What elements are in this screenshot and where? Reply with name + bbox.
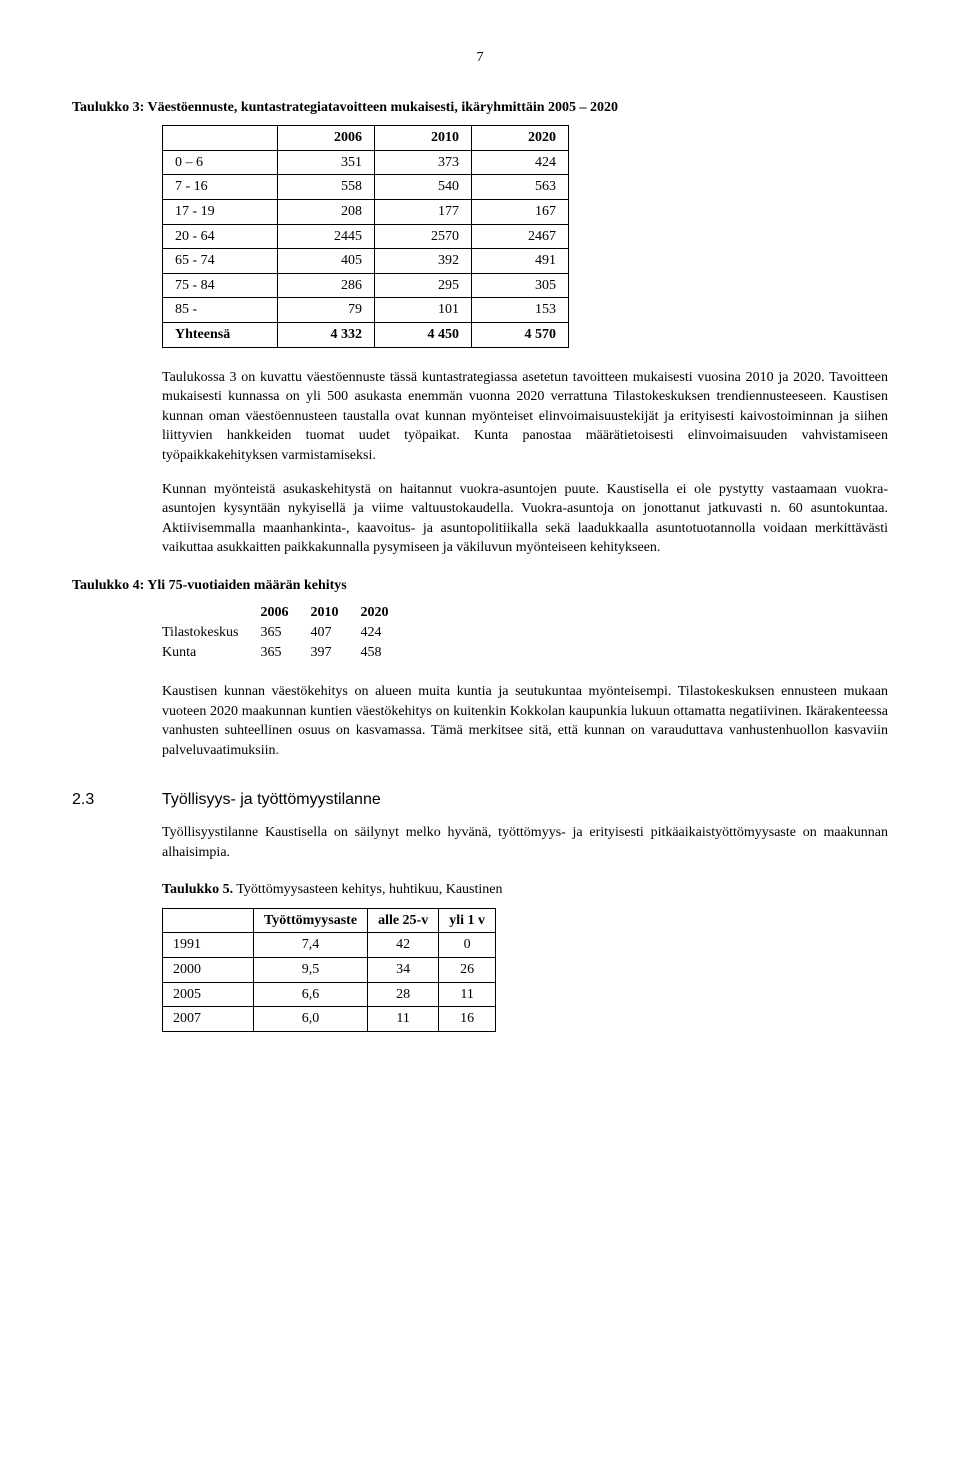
section-number: 2.3 [72, 789, 162, 811]
paragraph-4: Kaustisen kunnan väestökehitys on alueen… [162, 682, 888, 760]
table-row: 75 - 84286295305 [163, 273, 569, 298]
paragraph-3: Kunnan myönteistä asukaskehitystä on hai… [162, 480, 888, 558]
table3-head-3: 2020 [472, 126, 569, 151]
table4-head-0 [162, 603, 261, 623]
section-heading: 2.3 Työllisyys- ja työttömyystilanne [72, 789, 888, 811]
table-row: Tilastokeskus365407424 [162, 623, 411, 643]
table3-head-row: 2006 2010 2020 [163, 126, 569, 151]
table5-head-1: Työttömyysaste [254, 908, 368, 933]
table5-title-rest: Työttömyysasteen kehitys, huhtikuu, Kaus… [233, 882, 502, 897]
table-row: 20056,62811 [163, 982, 496, 1007]
p1-text: Taulukossa 3 on kuvattu väestöennuste tä… [162, 370, 888, 405]
p4-text: Kaustisen kunnan väestökehitys on alueen… [162, 684, 888, 758]
page-number: 7 [72, 48, 888, 68]
table4-title: Taulukko 4: Yli 75-vuotiaiden määrän keh… [72, 576, 888, 596]
table-row: 20 - 64244525702467 [163, 224, 569, 249]
table4-head-2: 2010 [311, 603, 361, 623]
paragraph-5: Työllisyystilanne Kaustisella on säilyny… [162, 823, 888, 862]
table3-head-0 [163, 126, 278, 151]
table-row: 20009,53426 [163, 957, 496, 982]
table-row: 85 -79101153 [163, 298, 569, 323]
table3-title: Taulukko 3: Väestöennuste, kuntastrategi… [72, 98, 888, 118]
table-row: 7 - 16558540563 [163, 175, 569, 200]
table4: 2006 2010 2020 Tilastokeskus365407424 Ku… [162, 603, 411, 662]
table5-head-row: Työttömyysaste alle 25-v yli 1 v [163, 908, 496, 933]
table4-head-3: 2020 [361, 603, 411, 623]
table-row: 65 - 74405392491 [163, 249, 569, 274]
table-row: 20076,01116 [163, 1007, 496, 1032]
table5: Työttömyysaste alle 25-v yli 1 v 19917,4… [162, 908, 496, 1032]
table5-title: Taulukko 5. Työttömyysasteen kehitys, hu… [162, 880, 888, 900]
table4-head-row: 2006 2010 2020 [162, 603, 411, 623]
table3-head-2: 2010 [375, 126, 472, 151]
table3: 2006 2010 2020 0 – 6351373424 7 - 165585… [162, 125, 569, 347]
table5-head-3: yli 1 v [439, 908, 496, 933]
table5-title-bold: Taulukko 5. [162, 882, 233, 897]
table4-head-1: 2006 [261, 603, 311, 623]
table3-total-row: Yhteensä4 3324 4504 570 [163, 322, 569, 347]
table3-head-1: 2006 [278, 126, 375, 151]
table5-head-2: alle 25-v [368, 908, 439, 933]
table-row: Kunta365397458 [162, 643, 411, 663]
p4-dot: . [276, 743, 280, 758]
table-row: 17 - 19208177167 [163, 199, 569, 224]
table-row: 0 – 6351373424 [163, 150, 569, 175]
paragraph-1: Taulukossa 3 on kuvattu väestöennuste tä… [162, 368, 888, 466]
section-title: Työllisyys- ja työttömyystilanne [162, 789, 381, 811]
table5-head-0 [163, 908, 254, 933]
table-row: 19917,4420 [163, 933, 496, 958]
